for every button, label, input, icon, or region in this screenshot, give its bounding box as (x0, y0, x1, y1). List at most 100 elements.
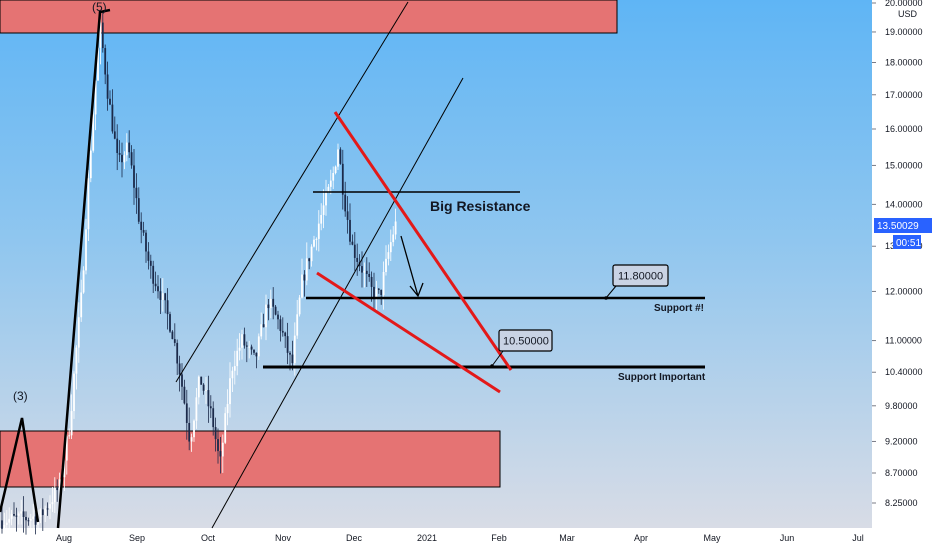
candle-body (224, 413, 227, 443)
projection-arrow (400, 235, 424, 298)
candle-body (29, 518, 32, 521)
candles-layer (1, 11, 397, 538)
wedge-lower-trendline (316, 271, 501, 394)
candle-body (267, 304, 270, 309)
candle-body (277, 314, 279, 320)
candle-body (140, 221, 143, 231)
candle-body (5, 522, 8, 525)
time-axis-background (0, 528, 872, 550)
candle-body (92, 114, 95, 151)
candle-body (262, 324, 265, 328)
candle-body (181, 374, 183, 387)
candle-body (353, 244, 356, 258)
candle-body (272, 298, 275, 307)
candle-body (368, 273, 371, 277)
candle-body (164, 293, 167, 301)
candle-body (149, 260, 152, 266)
support-1-label: Support #! (654, 303, 704, 314)
candle-body (133, 165, 135, 188)
candle-body (46, 508, 49, 510)
candle-body (289, 352, 291, 355)
candle-body (373, 286, 375, 299)
time-tick-label: Jun (780, 533, 795, 543)
candle-body (313, 239, 315, 247)
candle-body (97, 47, 99, 81)
svg-text:13.50029: 13.50029 (877, 221, 919, 232)
candle-body (25, 516, 27, 521)
candle-body (207, 390, 210, 407)
candle-body (89, 150, 92, 179)
candle-body (317, 223, 320, 239)
time-tick-label: Oct (201, 533, 216, 543)
candle-body (298, 297, 301, 315)
candle-body (190, 437, 193, 442)
candle-body (15, 515, 18, 517)
candle-body (1, 520, 3, 529)
candle-body (385, 258, 387, 273)
candle-body (49, 504, 51, 509)
time-tick-label: Apr (634, 533, 648, 543)
candle-body (111, 104, 114, 132)
candle-body (94, 80, 97, 115)
candle-body (212, 408, 215, 428)
candle-body (310, 246, 313, 262)
candle-body (101, 22, 104, 49)
candle-body (85, 229, 87, 271)
candle-body (265, 304, 267, 328)
candle-body (58, 479, 61, 491)
time-tick-label: May (703, 533, 721, 543)
candle-body (341, 163, 344, 195)
candle-body (250, 346, 253, 350)
candle-body (322, 205, 325, 215)
price-tick-label: 8.70000 (885, 468, 918, 478)
price-tick-label: 9.80000 (885, 401, 918, 411)
candle-body (116, 138, 119, 153)
candle-body (327, 186, 330, 192)
candle-body (159, 291, 162, 300)
time-tick-label: Feb (491, 533, 507, 543)
time-axis[interactable]: Aug Sep Oct Nov Dec 2021 Feb Mar Apr May Jun Jul (56, 533, 864, 543)
candle-body (375, 288, 378, 299)
candle-body (20, 511, 23, 514)
candle-body (255, 352, 258, 357)
svg-text:11.80000: 11.80000 (618, 271, 663, 283)
last-price-tag: 13.50029 00:51 (874, 218, 932, 249)
candle-body (241, 334, 243, 348)
candle-body (356, 257, 359, 262)
candle-body (32, 516, 35, 519)
candle-body (195, 397, 198, 421)
candle-body (205, 390, 207, 392)
candle-body (214, 427, 217, 440)
candle-body (169, 314, 171, 332)
candle-body (370, 276, 373, 287)
price-tick-label: 18.00000 (885, 57, 923, 67)
candle-body (73, 373, 75, 412)
candle-body (188, 422, 191, 442)
candle-body (173, 339, 176, 343)
candle-body (233, 366, 236, 371)
candle-body (392, 234, 395, 243)
candle-body (39, 509, 42, 517)
candle-body (389, 242, 392, 253)
candle-body (121, 154, 123, 163)
candle-body (166, 300, 169, 315)
svg-text:10.50000: 10.50000 (503, 336, 549, 348)
time-tick-label: Aug (56, 533, 72, 543)
candle-body (17, 513, 20, 516)
candle-body (361, 266, 363, 273)
candle-body (365, 270, 368, 274)
price-axis[interactable]: 8.25000 8.70000 9.20000 9.80000 10.40000 11.0… (872, 0, 923, 508)
candle-body (394, 221, 397, 235)
candle-body (193, 420, 195, 438)
candle-body (238, 347, 241, 351)
channel-lower-line (211, 77, 464, 529)
wave-3-line (0, 417, 40, 523)
candle-body (80, 292, 83, 318)
candle-body (337, 149, 339, 167)
time-tick-label: Dec (346, 533, 363, 543)
candle-body (334, 166, 337, 174)
candle-body (123, 155, 126, 163)
wave-5-label: (5) (92, 0, 107, 14)
candle-body (87, 178, 90, 230)
